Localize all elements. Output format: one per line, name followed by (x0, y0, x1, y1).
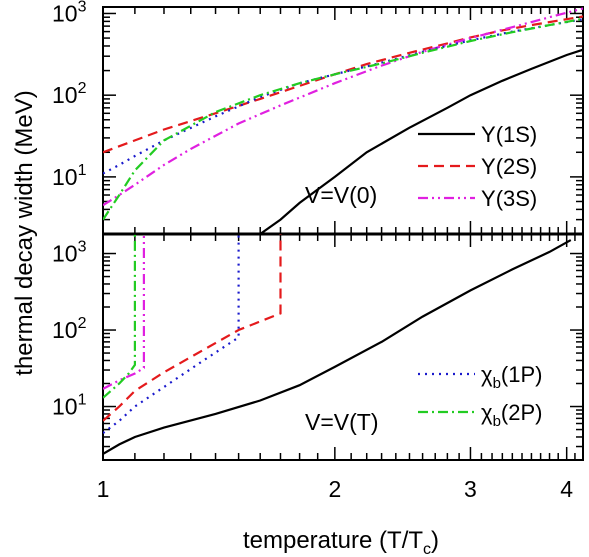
legend-label: χb(1P) (481, 362, 542, 392)
x-axis-title-sub: c (423, 541, 431, 557)
series-line (103, 17, 583, 221)
y-tick-label: 101 (52, 392, 87, 420)
panel-annotation-top: V=V(0) (305, 182, 377, 208)
legend-label: χb(2P) (481, 400, 542, 430)
series-line (103, 234, 240, 434)
series-line (103, 239, 572, 455)
y-tick-label: 103 (52, 0, 87, 26)
x-axis-title-close: ) (431, 527, 439, 554)
x-tick-label: 4 (560, 476, 573, 502)
y-tick-label: 103 (52, 239, 87, 267)
panel-series (103, 7, 583, 234)
legend-label: Υ(1S) (481, 122, 537, 147)
tick-labels: 101 102 103 101 102 103 1 2 3 4 (52, 0, 573, 502)
y-tick-label: 102 (52, 315, 87, 343)
x-tick-label: 1 (97, 476, 110, 502)
x-axis-title: temperature (T/Tc) (243, 527, 439, 557)
y-tick-label: 102 (52, 80, 87, 108)
x-tick-label: 2 (328, 476, 341, 502)
axes-frame (102, 6, 584, 461)
panel-annotation-bottom: V=V(T) (305, 409, 378, 435)
series-line (103, 234, 282, 422)
series-layer (103, 7, 583, 455)
series-line (103, 234, 145, 390)
series-line (259, 48, 583, 234)
series-line (103, 18, 583, 175)
panel-series (103, 234, 572, 455)
legend: Υ(1S) Υ(2S) Υ(3S) χb(1P) χb(2P) (418, 122, 542, 430)
x-axis-title-main: temperature (T/T (243, 527, 423, 554)
legend-label: Υ(3S) (481, 186, 537, 211)
series-line (103, 234, 136, 399)
legend-label: Υ(2S) (481, 154, 537, 179)
series-line (103, 15, 583, 154)
y-tick-label: 101 (52, 162, 87, 190)
x-tick-label: 3 (464, 476, 477, 502)
y-axis-title: thermal decay width (MeV) (11, 90, 38, 375)
